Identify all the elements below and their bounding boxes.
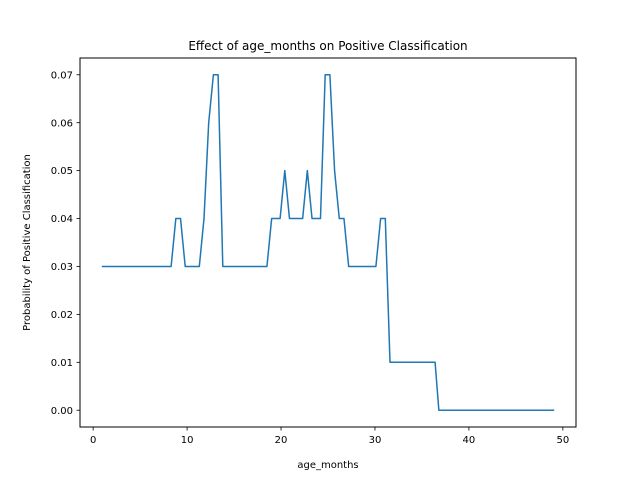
y-tick-label: 0.04 <box>51 214 73 225</box>
x-tick-label: 20 <box>275 435 288 446</box>
plot-frame <box>79 57 577 428</box>
series-line <box>101 74 555 411</box>
x-tick-label: 40 <box>463 435 476 446</box>
x-tick-label: 0 <box>90 435 96 446</box>
y-tick-label: 0.07 <box>51 70 73 81</box>
series-layer <box>101 74 555 411</box>
x-axis-label: age_months <box>297 460 358 471</box>
x-tick-label: 30 <box>369 435 382 446</box>
y-tick-label: 0.05 <box>51 166 73 177</box>
x-tick-label: 10 <box>181 435 194 446</box>
y-axis-label: Probability of Positive Classification <box>22 154 33 331</box>
y-tick-label: 0.06 <box>51 118 73 129</box>
x-tick-label: 50 <box>556 435 569 446</box>
y-tick-label: 0.01 <box>51 358 73 369</box>
y-axis-ticks: 0.00 0.01 0.02 0.03 0.04 0.05 0.06 0.07 <box>51 70 80 417</box>
x-axis-ticks: 0 10 20 30 40 50 <box>90 427 569 446</box>
plot-area <box>80 58 576 427</box>
y-tick-label: 0.03 <box>51 262 73 273</box>
y-tick-label: 0.00 <box>51 406 73 417</box>
y-tick-label: 0.02 <box>51 310 73 321</box>
chart-title: Effect of age_months on Positive Classif… <box>188 39 467 53</box>
